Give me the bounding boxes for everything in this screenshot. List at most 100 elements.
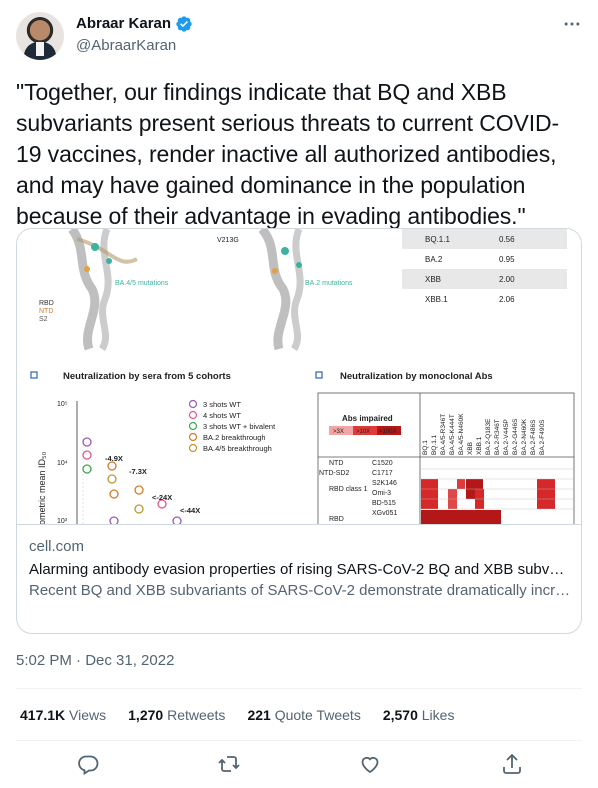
variant-column: XBB.1 xyxy=(476,436,483,455)
likes-stat[interactable]: 2,570 Likes xyxy=(383,705,455,725)
author-names: Abraar Karan @AbraarKaran xyxy=(76,14,193,56)
variant-column: BA.4/5-R346T xyxy=(440,414,447,455)
more-options-icon[interactable] xyxy=(562,14,582,34)
share-icon[interactable] xyxy=(500,752,524,776)
views-label: Views xyxy=(69,707,107,723)
variant-column: BA.2-N460K xyxy=(521,418,528,455)
mutation-label-v213g: V213G xyxy=(217,237,239,244)
cohort-legend-item: 3 shots WT + bivalent xyxy=(203,422,276,431)
y-tick: 10³ xyxy=(57,518,68,525)
table-row-name: XBB xyxy=(425,275,441,284)
abs-legend-item: >100X xyxy=(379,429,397,435)
ab-row-name: XGv051 xyxy=(372,510,397,517)
variant-column: BQ.1 xyxy=(422,440,429,455)
fold-label: <-44X xyxy=(180,506,200,515)
retweets-label: Retweets xyxy=(167,707,226,723)
ab-row-group: RBD class 1 xyxy=(329,486,368,493)
legend-s2: S2 xyxy=(39,316,48,323)
likes-label: Likes xyxy=(421,707,455,723)
fold-label: -4.9X xyxy=(105,454,123,463)
panel-right-marker-icon xyxy=(315,371,323,379)
avatar-shirt xyxy=(36,42,44,56)
mutation-label-ba45: BA.4/5 mutations xyxy=(115,280,169,287)
card-image[interactable]: V213G BA.4/5 mutations BA.2 mutations RB… xyxy=(17,229,581,525)
likes-count: 2,570 xyxy=(382,707,418,723)
ab-row-group: NTD-SD2 xyxy=(319,470,349,477)
variant-column: BA.2-F490S xyxy=(539,419,546,455)
display-name-text: Abraar Karan xyxy=(76,15,172,32)
legend-rbd: RBD xyxy=(39,300,54,307)
ab-row-name: C1520 xyxy=(372,460,393,467)
retweet-icon[interactable] xyxy=(217,752,241,776)
table-row-value: 0.56 xyxy=(499,235,515,244)
card-description: Recent BQ and XBB subvariants of SARS-Co… xyxy=(29,582,571,599)
ab-row-name: Omi-3 xyxy=(372,490,391,497)
fold-label: -7.3X xyxy=(129,467,147,476)
sera-plot: 10⁵ 10⁴ 10³ ometric mean ID₅₀ -4.9X -7.3… xyxy=(37,399,276,525)
card-title: Alarming antibody evasion properties of … xyxy=(29,561,571,578)
variant-column-headers: BQ.1 BQ.1.1 BA.4/5-R346T BA.4/5-K444T BA… xyxy=(422,413,546,455)
variant-column: BQ.1.1 xyxy=(431,434,438,455)
card-meta[interactable]: cell.com Alarming antibody evasion prope… xyxy=(17,525,581,633)
y-tick: 10⁵ xyxy=(57,401,68,408)
cohort-legend-item: BA.2 breakthrough xyxy=(203,433,266,442)
variant-column: BA.2-Q183E xyxy=(485,418,492,455)
abs-legend-item: >3X xyxy=(333,429,344,435)
legend-ntd: NTD xyxy=(39,308,53,315)
tweet-timestamp[interactable]: 5:02 PM · Dec 31, 2022 xyxy=(16,652,175,669)
ab-row-name: BD-515 xyxy=(372,500,396,507)
cohort-legend-item: 4 shots WT xyxy=(203,411,241,420)
protein-structure-left xyxy=(68,229,138,351)
like-icon[interactable] xyxy=(358,752,382,776)
tweet-stats: 417.1K Views 1,270 Retweets 221 Quote Tw… xyxy=(20,705,454,725)
abs-legend-item: >10X xyxy=(356,429,370,435)
y-tick: 10⁴ xyxy=(57,460,68,467)
author-display-name[interactable]: Abraar Karan xyxy=(76,14,193,34)
views-count: 417.1K xyxy=(20,707,66,723)
quote-tweets-count: 221 xyxy=(247,707,271,723)
views-stat: 417.1K Views xyxy=(20,705,106,725)
variant-column: BA.4/5-K444T xyxy=(449,414,456,455)
retweets-stat[interactable]: 1,270 Retweets xyxy=(128,705,225,725)
reply-icon[interactable] xyxy=(76,752,100,776)
table-row-value: 2.00 xyxy=(499,275,515,284)
divider xyxy=(16,688,582,689)
ab-row-group: RBD xyxy=(329,516,344,523)
variant-column: BA.2-R346T xyxy=(494,419,501,455)
divider xyxy=(16,740,582,741)
table-row-value: 0.95 xyxy=(499,255,515,264)
abs-impaired-title: Abs impaired xyxy=(342,414,393,423)
protein-structure-right xyxy=(258,229,304,351)
panel-left-marker-icon xyxy=(30,371,38,379)
card-domain: cell.com xyxy=(29,538,85,555)
ab-row-group: NTD xyxy=(329,460,343,467)
tweet-text: "Together, our findings indicate that BQ… xyxy=(16,79,560,229)
variant-column: BA.2-F486S xyxy=(530,419,537,455)
link-card[interactable]: V213G BA.4/5 mutations BA.2 mutations RB… xyxy=(16,228,582,634)
table-row-name: XBB.1 xyxy=(425,295,448,304)
mab-heatmap: Abs impaired >3X >10X >100X BQ.1 BQ.1.1 … xyxy=(317,392,575,524)
variant-column: BA.4/5-N460K xyxy=(458,413,465,455)
figure-graphic: V213G BA.4/5 mutations BA.2 mutations RB… xyxy=(30,229,575,525)
ic50-table: BQ.1.1 0.56 BA.2 0.95 XBB 2.00 XBB.1 2.0… xyxy=(402,229,567,309)
quote-tweets-stat[interactable]: 221 Quote Tweets xyxy=(247,705,360,725)
tweet-header: Abraar Karan @AbraarKaran xyxy=(16,12,582,60)
table-row-name: BA.2 xyxy=(425,255,443,264)
panel-right-title: Neutralization by monoclonal Abs xyxy=(340,371,493,382)
variant-column: XBB xyxy=(467,442,474,455)
panel-left-title: Neutralization by sera from 5 cohorts xyxy=(63,371,231,382)
cohort-legend-item: 3 shots WT xyxy=(203,400,241,409)
ab-row-name: S2K146 xyxy=(372,480,397,487)
retweets-count: 1,270 xyxy=(128,707,164,723)
variant-column: BA.2-V445P xyxy=(503,419,510,455)
mutation-label-ba2: BA.2 mutations xyxy=(305,280,353,287)
y-axis-label: ometric mean ID₅₀ xyxy=(37,451,47,525)
verified-badge-icon xyxy=(176,16,192,32)
variant-column: BA.2-G446S xyxy=(512,418,519,455)
avatar[interactable] xyxy=(16,12,64,60)
author-handle[interactable]: @AbraarKaran xyxy=(76,37,177,54)
tweet-actions xyxy=(16,748,582,780)
table-row-value: 2.06 xyxy=(499,295,515,304)
table-row-name: BQ.1.1 xyxy=(425,235,450,244)
cohort-legend-item: BA.4/5 breakthrough xyxy=(203,444,272,453)
